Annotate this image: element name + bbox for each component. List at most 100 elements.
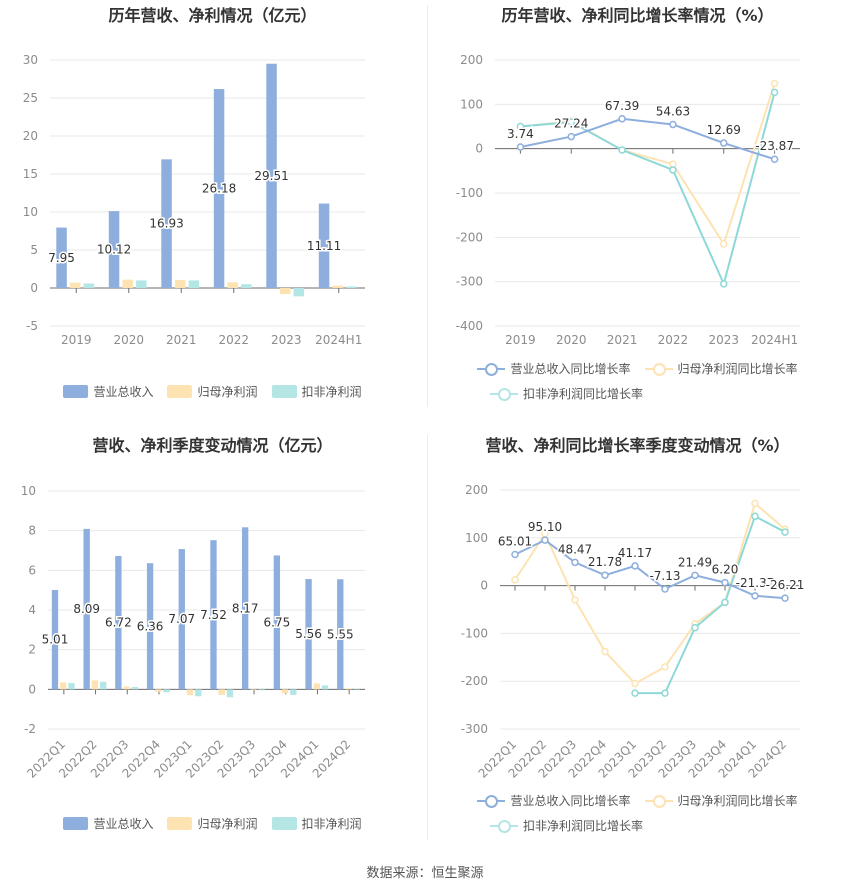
x-tick-label: 2022 bbox=[218, 333, 249, 347]
y-tick-label: 20 bbox=[23, 129, 38, 143]
data-label: -21.37 bbox=[736, 576, 775, 590]
bar-revenue bbox=[161, 159, 172, 288]
chart-plot: -202468102022Q12022Q22022Q32022Q42023Q12… bbox=[21, 484, 365, 781]
y-tick-label: 30 bbox=[23, 53, 38, 67]
bar-deducted-profit bbox=[195, 689, 202, 697]
bar-net-profit bbox=[174, 280, 186, 288]
point-net-profit bbox=[511, 576, 519, 584]
data-label: 7.95 bbox=[48, 251, 75, 265]
legend-item-deducted-profit[interactable]: 扣非净利润 bbox=[271, 815, 362, 832]
point-net-profit bbox=[751, 499, 759, 508]
legend-item-net-profit[interactable]: 归母净利润 bbox=[167, 383, 258, 400]
bar-deducted-profit bbox=[136, 280, 147, 288]
y-tick-label: 200 bbox=[460, 53, 483, 67]
point-revenue bbox=[669, 120, 677, 129]
y-tick-label: -300 bbox=[456, 275, 483, 289]
point-net-profit bbox=[661, 663, 669, 671]
chart-plot: -5 0 5 10 15 20 25 30 2019 2020 2021 2022 2023 2024H1… bbox=[23, 53, 365, 347]
x-tick-label: 2020 bbox=[556, 333, 587, 347]
bar-revenue bbox=[266, 63, 277, 288]
bar-net-profit bbox=[345, 688, 352, 690]
data-label: -23.87 bbox=[755, 139, 794, 153]
x-tick-label: 2023 bbox=[271, 333, 302, 347]
legend-swatch bbox=[271, 817, 297, 830]
legend-item-revenue-growth[interactable]: 营业总收入同比增长率 bbox=[477, 360, 631, 377]
point-deducted-profit bbox=[661, 689, 669, 697]
legend-label: 归母净利润同比增长率 bbox=[677, 362, 798, 376]
chart-title: 历年营收、净利情况（亿元） bbox=[108, 6, 317, 25]
bar-revenue bbox=[178, 549, 185, 690]
bar-deducted-profit bbox=[241, 284, 252, 288]
chart-legend: 营业总收入 归母净利润 扣非净利润 bbox=[0, 383, 425, 408]
data-label: 10.12 bbox=[97, 243, 131, 257]
x-tick-label: 2021 bbox=[607, 333, 638, 347]
legend-item-net-growth[interactable]: 归母净利润同比增长率 bbox=[644, 360, 798, 377]
bar-revenue bbox=[146, 563, 154, 690]
point-revenue bbox=[691, 571, 699, 580]
y-tick-label: 100 bbox=[465, 531, 488, 545]
bar-net-profit bbox=[91, 680, 99, 690]
legend-item-deducted-profit[interactable]: 扣非净利润 bbox=[271, 383, 362, 400]
legend-label: 归母净利润同比增长率 bbox=[677, 794, 798, 808]
y-tick-label: -200 bbox=[456, 230, 483, 244]
y-tick-label: 15 bbox=[23, 167, 38, 181]
bar-revenue bbox=[213, 89, 225, 288]
bar-deducted-profit bbox=[99, 681, 107, 690]
bar-revenue bbox=[305, 579, 312, 690]
data-label: 12.69 bbox=[707, 123, 741, 137]
bar-revenue bbox=[56, 227, 67, 288]
x-tick-label: 2019 bbox=[505, 333, 536, 347]
point-deducted-profit bbox=[669, 166, 677, 174]
bar-revenue bbox=[115, 556, 122, 690]
y-tick-label: 200 bbox=[465, 483, 488, 497]
legend-item-deducted-growth[interactable]: 扣非净利润同比增长率 bbox=[490, 385, 643, 402]
legend-item-revenue[interactable]: 营业总收入 bbox=[63, 815, 153, 832]
bar-net-profit bbox=[123, 686, 130, 690]
y-tick-label: 4 bbox=[28, 603, 36, 617]
y-tick-label: -100 bbox=[461, 626, 488, 640]
bar-net-profit bbox=[218, 689, 225, 695]
legend-label: 营业总收入同比增长率 bbox=[510, 362, 631, 376]
chart-plot: -400 -300 -200 -100 0 100 200 2019 2020 2021 2022 2… bbox=[456, 53, 800, 347]
legend-swatch bbox=[63, 817, 89, 830]
y-tick-label: -300 bbox=[461, 722, 488, 736]
legend-item-deducted-growth[interactable]: 扣非净利润同比增长率 bbox=[490, 817, 643, 834]
bar-revenue bbox=[337, 579, 344, 690]
data-label: 7.52 bbox=[200, 608, 227, 622]
bar-deducted-profit bbox=[353, 688, 360, 690]
line-series-net-profit bbox=[514, 501, 786, 685]
point-revenue bbox=[618, 115, 626, 123]
legend-swatch bbox=[271, 385, 297, 398]
y-tick-label: -400 bbox=[456, 319, 483, 333]
data-label: 6.72 bbox=[105, 616, 132, 630]
bar-net-profit bbox=[60, 682, 67, 690]
quarterly-growth-rate-chart: 营收、净利同比增长率季度变动情况（%） -300 -200 -100 0 100 200 2… bbox=[425, 430, 850, 845]
bar-deducted-profit bbox=[131, 686, 139, 690]
bar-net-profit bbox=[227, 282, 238, 288]
legend-swatch bbox=[477, 794, 506, 808]
legend-item-net-profit[interactable]: 归母净利润 bbox=[167, 815, 258, 832]
data-label: 16.93 bbox=[149, 217, 183, 231]
data-label: 11.11 bbox=[307, 239, 341, 253]
legend-item-revenue[interactable]: 营业总收入 bbox=[63, 383, 153, 400]
x-tick-label: 2024H1 bbox=[315, 333, 362, 347]
data-label: 21.78 bbox=[588, 555, 622, 569]
legend-item-net-growth[interactable]: 归母净利润同比增长率 bbox=[644, 792, 798, 809]
legend-swatch bbox=[490, 387, 518, 401]
point-net-profit bbox=[770, 79, 779, 88]
bar-net-profit bbox=[186, 689, 194, 696]
point-net-profit bbox=[601, 647, 609, 656]
legend-swatch bbox=[167, 817, 193, 830]
point-revenue bbox=[721, 578, 729, 587]
point-revenue bbox=[770, 155, 779, 163]
point-revenue bbox=[661, 585, 669, 593]
data-label: 48.47 bbox=[558, 542, 592, 556]
annual-revenue-profit-chart: 历年营收、净利情况（亿元） -5 0 5 10 15 20 25 30 2019 2020 2021… bbox=[0, 0, 425, 415]
x-tick-label: 2023 bbox=[708, 333, 739, 347]
point-deducted-profit bbox=[751, 512, 759, 521]
x-tick-label: 2021 bbox=[166, 333, 197, 347]
data-label: -7.13 bbox=[649, 569, 680, 583]
legend-item-revenue-growth[interactable]: 营业总收入同比增长率 bbox=[477, 792, 631, 809]
point-revenue bbox=[511, 550, 519, 559]
point-revenue bbox=[541, 536, 549, 544]
